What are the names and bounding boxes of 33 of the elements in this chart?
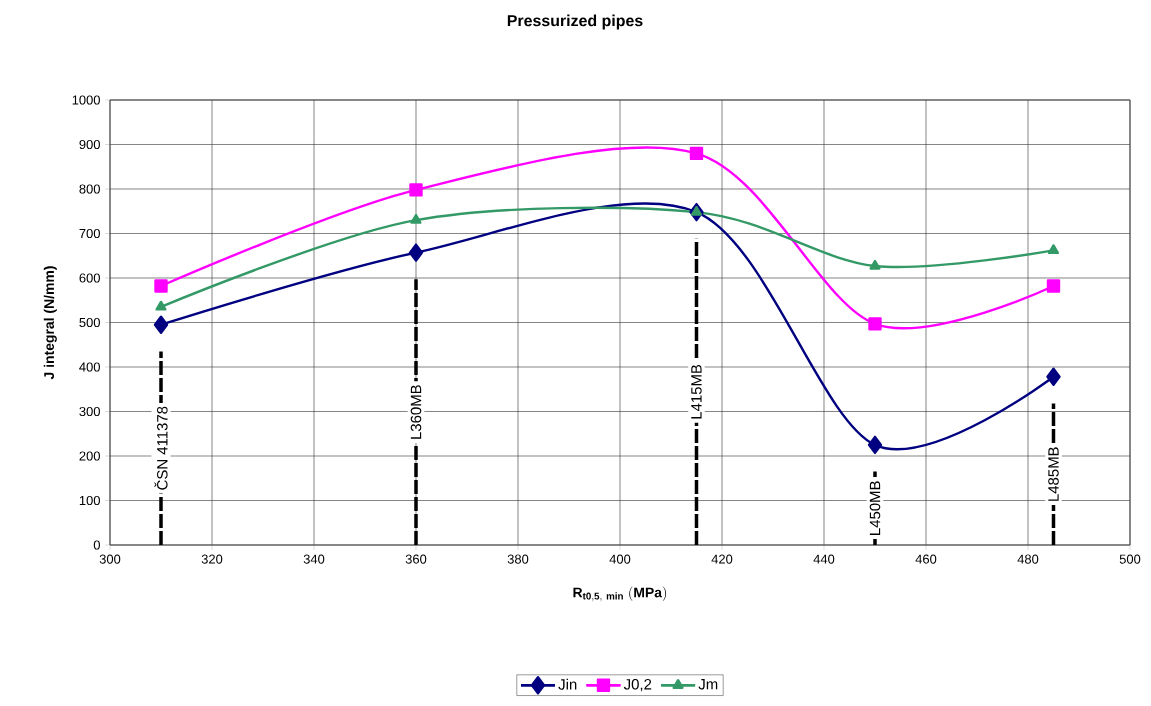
x-tick-label: 360 (405, 554, 427, 564)
y-tick-label: 600 (79, 273, 100, 283)
legend-label: J0,2 (623, 678, 652, 692)
x-tick-label: 400 (609, 554, 631, 564)
legend-label: Jm (698, 679, 718, 690)
y-tick-label: 1000 (72, 95, 100, 105)
legend-label: Jin (558, 678, 577, 690)
ref-line-label: L450MB (869, 481, 881, 535)
ref-line-label: L415MB (691, 364, 702, 419)
x-tick-label: 460 (915, 554, 937, 564)
x-tick-label: 500 (1119, 554, 1141, 564)
x-tick-label: 480 (1017, 554, 1039, 564)
x-tick-label: 380 (507, 554, 529, 564)
y-tick-label: 300 (79, 406, 100, 417)
y-tick-label: 700 (79, 228, 100, 239)
x-tick-label: 420 (711, 554, 733, 564)
y-tick-label: 0 (93, 540, 100, 550)
x-tick-label: 340 (303, 554, 325, 564)
chart-title: Pressurized pipes (507, 14, 643, 30)
y-tick-label: 100 (79, 495, 100, 506)
x-tick-label: 440 (813, 554, 835, 564)
y-tick-label: 500 (79, 317, 100, 328)
x-tick-label: 320 (201, 554, 223, 564)
x-tick-label: 300 (99, 554, 121, 564)
y-tick-label: 800 (79, 184, 100, 194)
ref-line-label: L360MB (410, 385, 422, 439)
y-axis-title: J integral (N/mm) (43, 266, 57, 380)
y-tick-label: 400 (79, 362, 100, 372)
ref-line-label: ČSN 411378 (154, 406, 168, 490)
x-axis-title: $\mathbf{R_{t0,5,\ min}\ (MPa)}$ (573, 586, 667, 602)
ref-line-label: L485MB (1048, 447, 1059, 501)
y-tick-label: 900 (79, 139, 100, 150)
y-tick-label: 200 (79, 451, 100, 461)
